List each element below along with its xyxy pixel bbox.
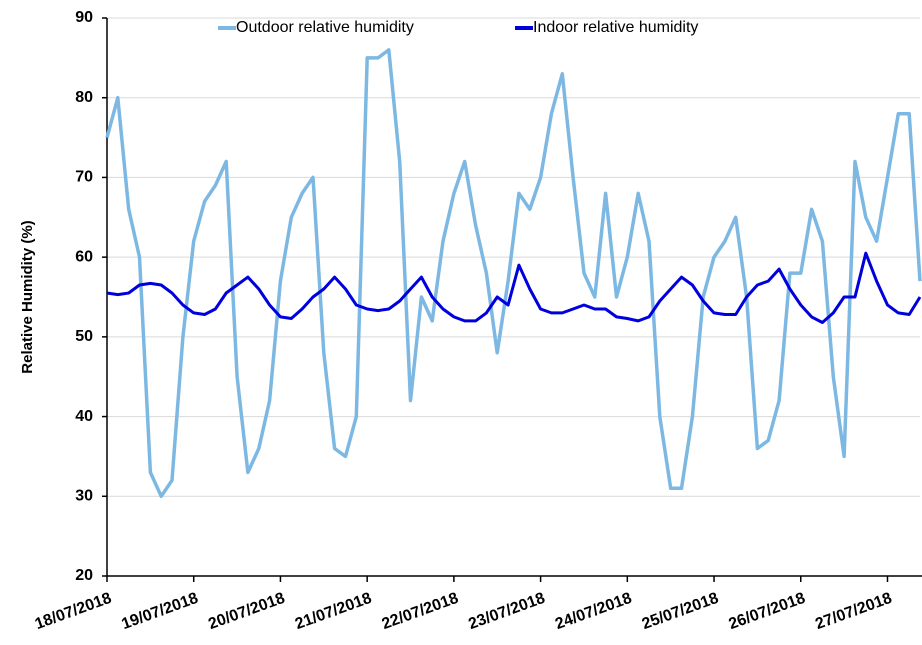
y-tick-label: 80 xyxy=(75,89,93,106)
x-tick-label: 25/07/2018 xyxy=(640,590,721,633)
x-tick-label: 24/07/2018 xyxy=(553,590,634,633)
data-line xyxy=(105,48,922,499)
y-tick-label: 40 xyxy=(75,408,93,425)
y-tick-label: 20 xyxy=(75,567,93,584)
x-tick-label: 26/07/2018 xyxy=(727,590,808,633)
legend-label: Outdoor relative humidity xyxy=(236,19,414,36)
x-tick-label: 27/07/2018 xyxy=(813,590,894,633)
x-tick-label: 18/07/2018 xyxy=(33,590,114,633)
x-tick-label: 22/07/2018 xyxy=(380,590,461,633)
data-line xyxy=(106,251,922,324)
y-tick-label: 70 xyxy=(75,169,93,186)
y-tick-label: 60 xyxy=(75,248,93,265)
y-tick-label: 50 xyxy=(75,328,93,345)
legend-label: Indoor relative humidity xyxy=(533,19,698,36)
y-tick-label: 90 xyxy=(75,9,93,26)
y-axis-title: Relative Humidity (%) xyxy=(19,220,36,373)
x-tick-label: 19/07/2018 xyxy=(119,590,200,633)
y-tick-label: 30 xyxy=(75,488,93,505)
x-tick-label: 23/07/2018 xyxy=(466,590,547,633)
x-tick-label: 20/07/2018 xyxy=(206,590,287,633)
x-tick-label: 21/07/2018 xyxy=(293,590,374,633)
